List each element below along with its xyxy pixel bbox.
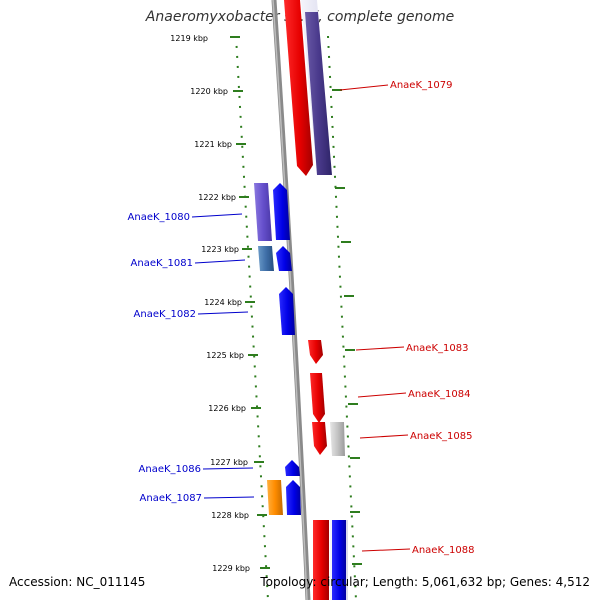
feature-navy-block[interactable] xyxy=(305,12,332,175)
gene-anaek-1080-arrow[interactable] xyxy=(273,183,290,240)
gene-label-anaek-1085[interactable]: AnaeK_1085 xyxy=(410,431,472,442)
tick-label: 1223 kbp xyxy=(201,245,239,254)
accession-text: Accession: NC_011145 xyxy=(9,575,146,589)
right-tick-guide xyxy=(327,35,357,600)
gene-label-anaek-1087[interactable]: AnaeK_1087 xyxy=(140,493,202,504)
gene-label-anaek-1081[interactable]: AnaeK_1081 xyxy=(131,258,193,269)
gene-label-anaek-1086[interactable]: AnaeK_1086 xyxy=(139,464,201,475)
feature-grey-block[interactable] xyxy=(330,422,345,456)
tick-label: 1226 kbp xyxy=(208,404,246,413)
label-leaders xyxy=(191,84,411,552)
gene-label-anaek-1084[interactable]: AnaeK_1084 xyxy=(408,389,470,400)
gene-label-anaek-1083[interactable]: AnaeK_1083 xyxy=(406,343,468,354)
left-tick-guide xyxy=(235,35,269,600)
gene-anaek-1082-arrow[interactable] xyxy=(279,287,295,335)
tick-label: 1227 kbp xyxy=(210,458,248,467)
gene-anaek-1084-arrow[interactable] xyxy=(310,373,325,423)
tick-label: 1224 kbp xyxy=(204,298,242,307)
gene-label-anaek-1088[interactable]: AnaeK_1088 xyxy=(412,545,474,556)
gene-anaek-1081-arrow[interactable] xyxy=(276,246,292,271)
tick-label: 1221 kbp xyxy=(194,140,232,149)
gene-label-anaek-1080[interactable]: AnaeK_1080 xyxy=(128,212,190,223)
gene-anaek-1086-arrow[interactable] xyxy=(285,460,300,476)
tick-label: 1220 kbp xyxy=(190,87,228,96)
tick-label: 1225 kbp xyxy=(206,351,244,360)
gene-label-anaek-1079[interactable]: AnaeK_1079 xyxy=(390,80,452,91)
feature-blue-block[interactable] xyxy=(332,520,346,600)
tick-label: 1228 kbp xyxy=(211,511,249,520)
tick-labels: 1219 kbp 1220 kbp 1221 kbp 1222 kbp 1223… xyxy=(170,34,250,573)
gene-anaek-1083-arrow[interactable] xyxy=(308,340,323,364)
tick-label: 1229 kbp xyxy=(212,564,250,573)
gene-anaek-1079-arrow[interactable] xyxy=(284,0,313,176)
gene-anaek-1088-bar[interactable] xyxy=(313,520,329,600)
gene-anaek-1080-block[interactable] xyxy=(254,183,272,241)
gene-label-anaek-1082[interactable]: AnaeK_1082 xyxy=(134,309,196,320)
genome-summary-text: Topology: circular; Length: 5,061,632 bp… xyxy=(260,575,590,589)
gene-anaek-1085-arrow[interactable] xyxy=(312,422,327,455)
tick-label: 1222 kbp xyxy=(198,193,236,202)
gene-anaek-1087-block[interactable] xyxy=(267,480,283,515)
gene-anaek-1087-arrow[interactable] xyxy=(286,480,301,515)
gene-anaek-1081-block[interactable] xyxy=(258,246,274,271)
tick-label: 1219 kbp xyxy=(170,34,208,43)
